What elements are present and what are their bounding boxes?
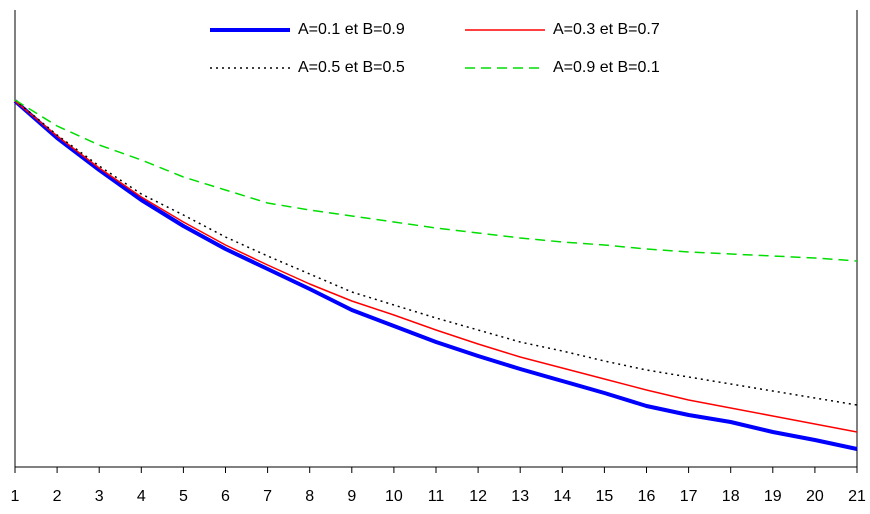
legend-label: A=0.5 et B=0.5 (298, 59, 405, 76)
x-tick-label: 4 (137, 488, 146, 505)
x-tick-label: 1 (11, 488, 20, 505)
x-tick-label: 7 (263, 488, 272, 505)
x-tick-label: 6 (221, 488, 230, 505)
series-line (14, 100, 858, 433)
x-tick-label: 13 (511, 488, 529, 505)
x-tick-label: 9 (347, 488, 356, 505)
x-tick-label: 14 (553, 488, 571, 505)
x-tick-label: 12 (469, 488, 487, 505)
x-tick-label: 15 (596, 488, 614, 505)
x-tick-label: 11 (428, 488, 445, 505)
x-tick-label: 21 (848, 488, 866, 505)
legend-label: A=0.1 et B=0.9 (298, 21, 405, 38)
x-tick-label: 17 (680, 488, 698, 505)
x-tick-label: 16 (638, 488, 656, 505)
x-tick-label: 10 (385, 488, 403, 505)
legend-label: A=0.3 et B=0.7 (553, 21, 660, 38)
x-tick-label: 5 (179, 488, 188, 505)
legend-label: A=0.9 et B=0.1 (553, 59, 660, 76)
x-tick-label: 19 (764, 488, 782, 505)
x-tick-label: 18 (722, 488, 740, 505)
series-line (14, 99, 858, 406)
x-tick-label: 2 (53, 488, 62, 505)
x-tick-label: 20 (806, 488, 824, 505)
x-tick-label: 8 (305, 488, 314, 505)
x-tick-label: 3 (95, 488, 104, 505)
series-line (14, 99, 858, 262)
series-line (13, 99, 858, 451)
